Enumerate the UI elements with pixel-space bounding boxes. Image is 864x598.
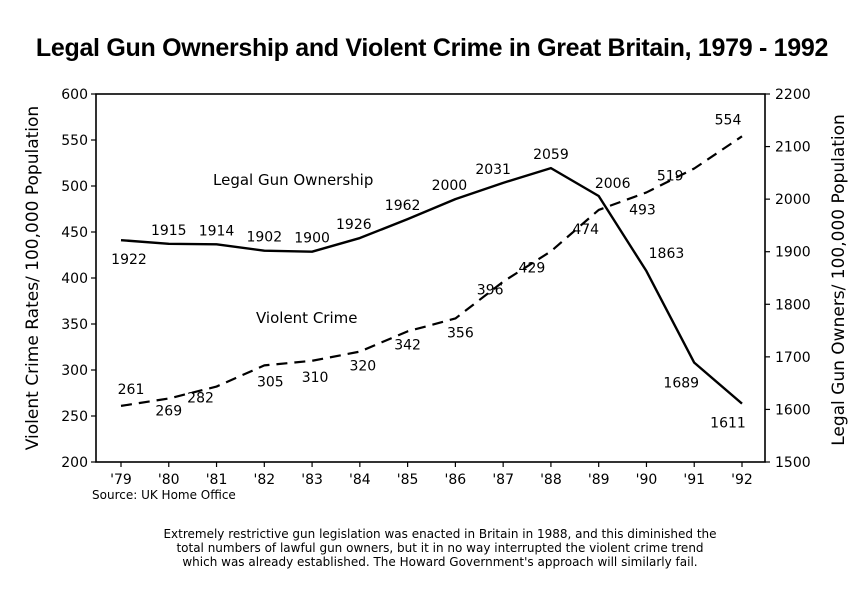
right-axis-tick-label: 1600	[775, 402, 811, 418]
x-axis-tick-label: '92	[731, 472, 753, 488]
gun-ownership-data-label: 1863	[649, 246, 685, 262]
gun-ownership-data-label: 1689	[663, 376, 699, 392]
left-axis-tick-label: 450	[61, 225, 88, 241]
footnote-line-1: Extremely restrictive gun legislation wa…	[163, 527, 717, 541]
x-axis-tick-label: '82	[253, 472, 275, 488]
right-axis-tick-label: 2200	[775, 87, 811, 103]
violent-crime-data-label: 356	[447, 325, 474, 341]
gun-ownership-data-label: 2031	[475, 162, 511, 178]
gun-ownership-data-label: 2000	[432, 178, 468, 194]
x-axis-tick-label: '86	[445, 472, 467, 488]
right-axis-tick-label: 1700	[775, 350, 811, 366]
left-axis-tick-label: 200	[61, 455, 88, 471]
violent-crime-data-label: 310	[302, 370, 329, 386]
plot-frame	[95, 93, 766, 463]
right-axis-tick-label: 1800	[775, 297, 811, 313]
right-axis-title: Legal Gun Owners/ 100,000 Population	[829, 114, 849, 446]
x-axis-tick-label: '83	[301, 472, 323, 488]
left-axis-tick-label: 400	[61, 271, 88, 287]
left-axis-tick-label: 350	[61, 317, 88, 333]
x-axis-tick-label: '84	[349, 472, 371, 488]
left-axis-tick-label: 600	[61, 87, 88, 103]
right-axis-tick-label: 2100	[775, 140, 811, 156]
x-axis-tick-label: '88	[540, 472, 562, 488]
x-axis-tick-label: '81	[206, 472, 228, 488]
gun-ownership-data-label: 1962	[385, 198, 421, 214]
gun-ownership-data-label: 2006	[595, 176, 631, 192]
left-axis-tick-label: 500	[61, 179, 88, 195]
series-line-legal-gun-ownership	[120, 166, 743, 405]
gun-ownership-data-label: 1900	[294, 231, 330, 247]
violent-crime-data-label: 493	[629, 202, 656, 218]
violent-crime-data-label: 396	[477, 283, 504, 299]
footnote-line-2: total numbers of lawful gun owners, but …	[176, 541, 704, 555]
violent-crime-data-label: 342	[394, 337, 421, 353]
series-label-legal-gun-ownership: Legal Gun Ownership	[213, 171, 373, 189]
right-axis-tick-label: 1900	[775, 245, 811, 261]
gun-ownership-data-label: 1922	[111, 252, 147, 268]
left-axis-tick-label: 550	[61, 133, 88, 149]
violent-crime-data-label: 519	[657, 169, 684, 185]
gun-ownership-data-label: 1914	[199, 223, 235, 239]
right-axis-tick-label: 2000	[775, 192, 811, 208]
series-label-violent-crime: Violent Crime	[256, 309, 357, 327]
gun-ownership-data-label: 1915	[151, 223, 187, 239]
violent-crime-data-label: 261	[118, 382, 145, 398]
violent-crime-data-label: 474	[572, 222, 599, 238]
footnote-line-3: which was already established. The Howar…	[182, 555, 698, 569]
violent-crime-data-label: 282	[187, 391, 214, 407]
gun-ownership-data-label: 1611	[710, 416, 746, 432]
left-axis-tick-label: 300	[61, 363, 88, 379]
x-axis-tick-label: '80	[158, 472, 180, 488]
right-axis-tick-label: 1500	[775, 455, 811, 471]
gun-ownership-data-label: 1902	[246, 230, 282, 246]
x-axis-tick-label: '87	[492, 472, 514, 488]
footnote: Extremely restrictive gun legislation wa…	[130, 527, 750, 569]
x-axis-tick-label: '79	[110, 472, 132, 488]
source-note: Source: UK Home Office	[92, 488, 236, 502]
left-axis-tick-label: 250	[61, 409, 88, 425]
x-axis-tick-label: '85	[397, 472, 419, 488]
violent-crime-data-label: 320	[349, 359, 376, 375]
violent-crime-data-label: 269	[155, 404, 182, 420]
x-axis-tick-label: '89	[588, 472, 610, 488]
x-axis-tick-label: '91	[683, 472, 705, 488]
violent-crime-data-label: 554	[715, 112, 742, 128]
violent-crime-data-label: 305	[257, 374, 284, 390]
chart-title: Legal Gun Ownership and Violent Crime in…	[35, 34, 829, 62]
gun-ownership-data-label: 2059	[533, 147, 569, 163]
violent-crime-data-label: 429	[519, 260, 546, 276]
left-axis-title: Violent Crime Rates/ 100,000 Population	[23, 106, 43, 450]
gun-ownership-data-label: 1926	[336, 217, 372, 233]
x-axis-tick-label: '90	[636, 472, 658, 488]
